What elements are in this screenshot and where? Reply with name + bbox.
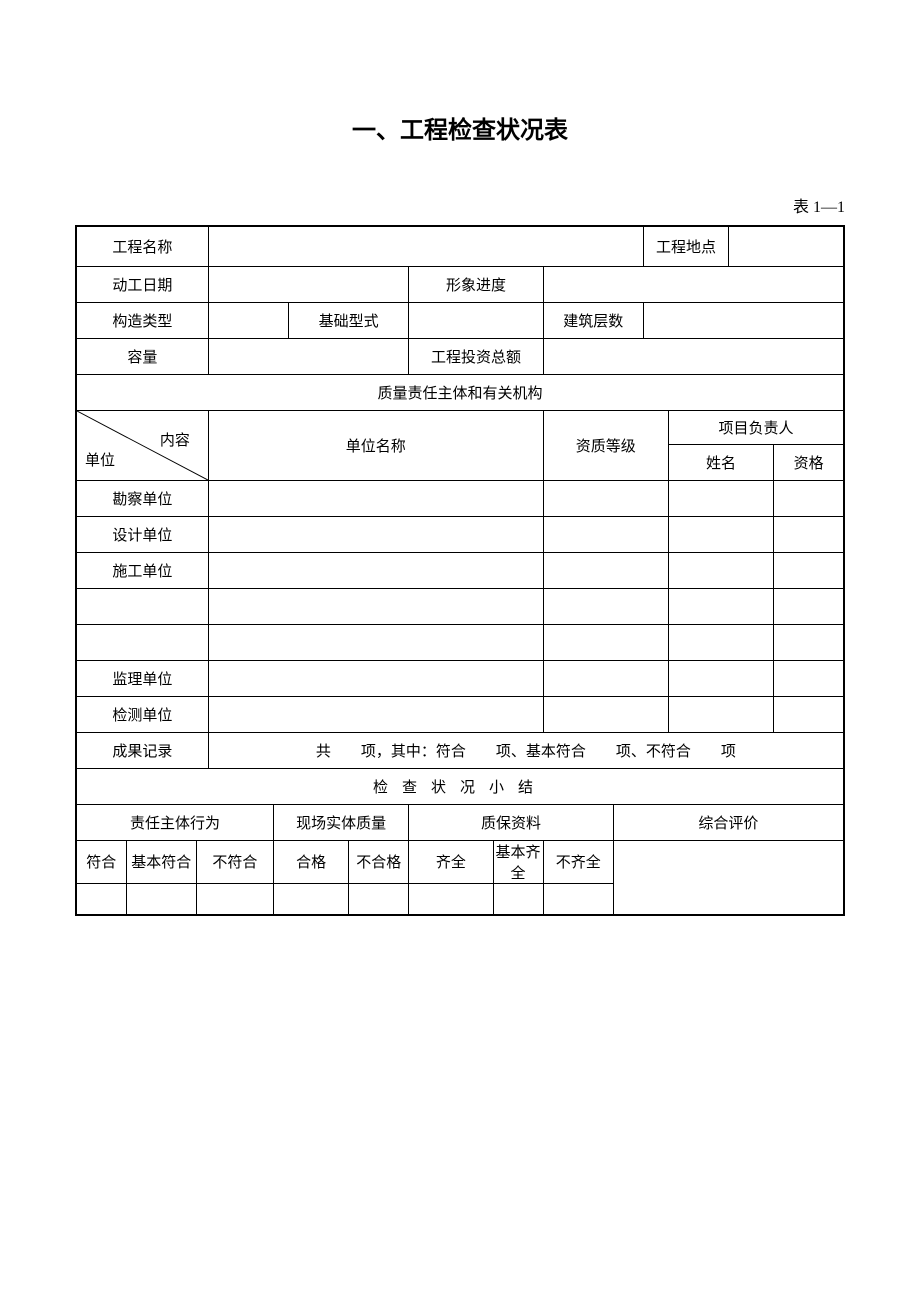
val-comprehensive — [613, 840, 844, 915]
sub-c3: 不齐全 — [543, 840, 613, 883]
label-project-loc: 工程地点 — [643, 226, 728, 266]
summary-header: 检查状况小结 — [76, 768, 844, 804]
sub-b2: 不合格 — [349, 840, 409, 883]
label-capacity: 容量 — [76, 338, 208, 374]
table-cell — [668, 552, 773, 588]
table-label-wrap: 表 1—1 — [75, 193, 845, 217]
table-cell — [543, 696, 668, 732]
col-name: 姓名 — [668, 444, 773, 480]
label-struct-type: 构造类型 — [76, 302, 208, 338]
record-label: 成果记录 — [76, 732, 208, 768]
col-qual: 资格 — [774, 444, 844, 480]
sub-c2: 基本齐全 — [493, 840, 543, 883]
title-wrap: 一、工程检查状况表 — [75, 110, 845, 145]
section-quality-bodies: 质量责任主体和有关机构 — [76, 374, 844, 410]
sub-c1: 齐全 — [409, 840, 493, 883]
val-floors — [643, 302, 844, 338]
unit-row-1: 设计单位 — [76, 516, 208, 552]
table-cell — [543, 588, 668, 624]
table-cell — [774, 624, 844, 660]
unit-row-5: 监理单位 — [76, 660, 208, 696]
table-cell — [543, 660, 668, 696]
val-struct-type — [208, 302, 288, 338]
table-cell — [208, 588, 543, 624]
table-cell — [668, 588, 773, 624]
table-cell — [668, 624, 773, 660]
label-project-name: 工程名称 — [76, 226, 208, 266]
table-cell — [126, 883, 196, 915]
table-cell — [774, 552, 844, 588]
sub-a1: 符合 — [76, 840, 126, 883]
table-cell — [774, 516, 844, 552]
label-foundation: 基础型式 — [289, 302, 409, 338]
label-floors: 建筑层数 — [543, 302, 643, 338]
table-cell — [76, 883, 126, 915]
diag-cell: 内容 单位 — [76, 410, 208, 480]
val-project-loc — [729, 226, 844, 266]
group-b: 现场实体质量 — [273, 804, 408, 840]
table-cell — [349, 883, 409, 915]
table-cell — [668, 516, 773, 552]
table-cell — [668, 696, 773, 732]
group-c: 质保资料 — [409, 804, 613, 840]
unit-row-0: 勘察单位 — [76, 480, 208, 516]
table-cell — [543, 883, 613, 915]
table-cell — [208, 552, 543, 588]
val-progress — [543, 266, 844, 302]
table-cell — [543, 552, 668, 588]
table-cell — [543, 516, 668, 552]
group-a: 责任主体行为 — [76, 804, 273, 840]
diag-bottom-label: 单位 — [85, 449, 115, 470]
col-proj-leader: 项目负责人 — [668, 410, 844, 444]
page-title: 一、工程检查状况表 — [352, 117, 568, 144]
unit-row-3 — [76, 588, 208, 624]
label-investment: 工程投资总额 — [409, 338, 543, 374]
val-investment — [543, 338, 844, 374]
label-progress: 形象进度 — [409, 266, 543, 302]
table-cell — [208, 624, 543, 660]
summary-header-text: 检查状况小结 — [373, 780, 547, 796]
table-cell — [208, 696, 543, 732]
table-cell — [668, 660, 773, 696]
table-cell — [774, 480, 844, 516]
table-cell — [543, 480, 668, 516]
group-d: 综合评价 — [613, 804, 844, 840]
unit-row-4 — [76, 624, 208, 660]
table-cell — [774, 696, 844, 732]
unit-row-6: 检测单位 — [76, 696, 208, 732]
val-foundation — [409, 302, 543, 338]
sub-b1: 合格 — [273, 840, 348, 883]
table-cell — [208, 480, 543, 516]
sub-a3: 不符合 — [196, 840, 273, 883]
table-cell — [208, 660, 543, 696]
table-cell — [774, 588, 844, 624]
val-capacity — [208, 338, 408, 374]
table-cell — [196, 883, 273, 915]
table-cell — [208, 516, 543, 552]
table-cell — [668, 480, 773, 516]
record-text: 共 项，其中：符合 项、基本符合 项、不符合 项 — [208, 732, 844, 768]
val-project-name — [208, 226, 643, 266]
unit-row-2: 施工单位 — [76, 552, 208, 588]
label-start-date: 动工日期 — [76, 266, 208, 302]
col-qual-grade: 资质等级 — [543, 410, 668, 480]
sub-a2: 基本符合 — [126, 840, 196, 883]
table-cell — [493, 883, 543, 915]
main-table: 工程名称 工程地点 动工日期 形象进度 构造类型 基础型式 建筑层数 容量 工程… — [75, 225, 845, 916]
table-cell — [774, 660, 844, 696]
table-cell — [543, 624, 668, 660]
col-unit-name: 单位名称 — [208, 410, 543, 480]
table-cell — [273, 883, 348, 915]
table-label: 表 1—1 — [793, 199, 845, 216]
val-start-date — [208, 266, 408, 302]
diag-top-label: 内容 — [160, 429, 190, 450]
table-cell — [409, 883, 493, 915]
